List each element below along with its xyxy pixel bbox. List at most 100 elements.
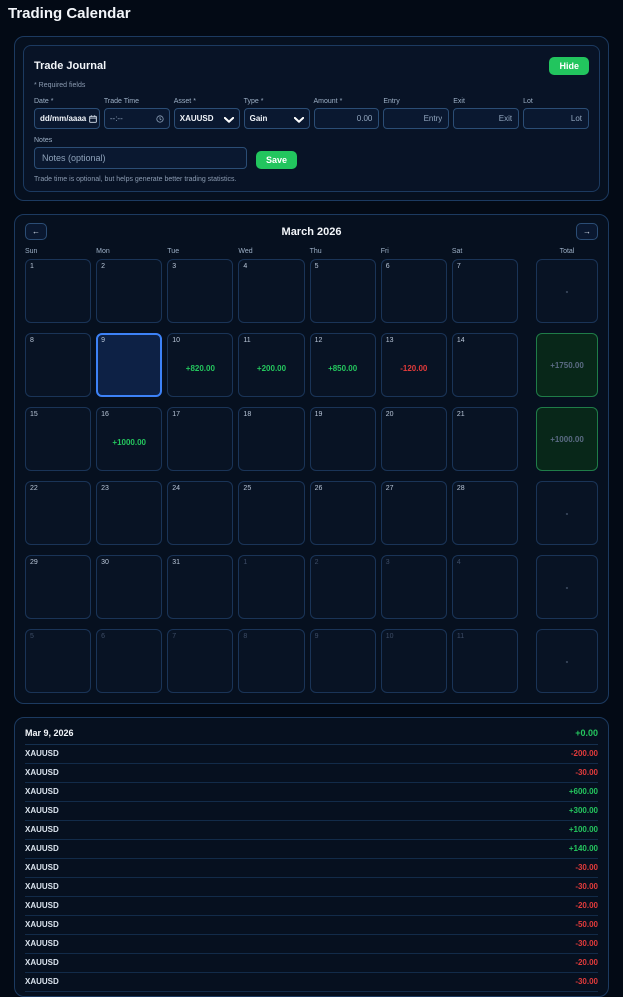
day-trades-panel: Mar 9, 2026 +0.00 XAUUSD -200.00 XAUUSD … — [14, 717, 609, 997]
calendar-day-cell[interactable]: 7 — [451, 259, 518, 323]
calendar-day-cell[interactable]: 8 — [238, 629, 305, 693]
trade-row[interactable]: XAUUSD -30.00 — [25, 973, 598, 992]
calendar-day-cell[interactable]: 6 — [380, 259, 447, 323]
calendar-day-cell[interactable]: 29 — [25, 555, 92, 619]
calendar-day-cell[interactable]: 17 — [167, 407, 234, 471]
day-pnl-value — [315, 566, 371, 615]
calendar-day-cell[interactable]: 19 — [309, 407, 376, 471]
calendar-day-cell[interactable]: 14 — [451, 333, 518, 397]
trade-row[interactable]: XAUUSD -20.00 — [25, 897, 598, 916]
calendar-day-cell[interactable]: 1 — [25, 259, 92, 323]
calendar-day-cell[interactable]: 20 — [380, 407, 447, 471]
calendar-day-cell[interactable]: 26 — [309, 481, 376, 545]
calendar-day-cell[interactable]: 3 — [167, 259, 234, 323]
calendar-day-cell[interactable]: 3 — [380, 555, 447, 619]
amount-field: Amount * — [313, 98, 380, 129]
trade-asset: XAUUSD — [25, 768, 59, 777]
day-pnl-value — [243, 566, 299, 615]
calendar-day-cell[interactable]: 2 — [96, 259, 163, 323]
day-pnl-value — [457, 418, 513, 467]
calendar-day-cell[interactable]: 4 — [238, 259, 305, 323]
calendar-day-cell[interactable]: 7 — [167, 629, 234, 693]
hide-button[interactable]: Hide — [549, 57, 589, 75]
trade-row[interactable]: XAUUSD -200.00 — [25, 745, 598, 764]
trade-row[interactable]: XAUUSD -30.00 — [25, 764, 598, 783]
day-trades-header: Mar 9, 2026 +0.00 — [25, 723, 598, 745]
trade-row[interactable]: XAUUSD -50.00 — [25, 916, 598, 935]
calendar-day-cell[interactable]: 4 — [451, 555, 518, 619]
calendar-day-cell[interactable]: 16 +1000.00 — [96, 407, 163, 471]
calendar-day-cell[interactable]: 1 — [238, 555, 305, 619]
type-select[interactable]: Gain — [243, 108, 310, 129]
lot-input[interactable] — [523, 108, 589, 129]
trade-row[interactable]: XAUUSD -30.00 — [25, 935, 598, 954]
trade-row[interactable]: XAUUSD -30.00 — [25, 878, 598, 897]
clock-icon[interactable] — [156, 110, 164, 128]
entry-field: Entry — [383, 98, 450, 129]
calendar-day-cell[interactable]: 28 — [451, 481, 518, 545]
calendar-day-cell[interactable]: 11 +200.00 — [238, 333, 305, 397]
week-total-value: - — [565, 582, 569, 592]
trade-row[interactable]: XAUUSD +100.00 — [25, 821, 598, 840]
calendar-day-cell[interactable]: 24 — [167, 481, 234, 545]
day-number: 11 — [243, 337, 251, 344]
calendar-day-cell[interactable]: 11 — [451, 629, 518, 693]
week-total-value: +1750.00 — [550, 360, 584, 370]
calendar-day-cell[interactable]: 27 — [380, 481, 447, 545]
required-fields-note: * Required fields — [34, 82, 86, 89]
trade-row[interactable]: XAUUSD +140.00 — [25, 840, 598, 859]
trade-row[interactable]: XAUUSD +300.00 — [25, 802, 598, 821]
day-pnl-value — [386, 566, 442, 615]
calendar-day-cell[interactable]: 9 — [96, 333, 163, 397]
calendar-day-cell[interactable]: 18 — [238, 407, 305, 471]
day-number: 6 — [101, 633, 106, 640]
calendar-day-cell[interactable]: 10 — [380, 629, 447, 693]
calendar-day-cell[interactable]: 21 — [451, 407, 518, 471]
trade-row[interactable]: XAUUSD -30.00 — [25, 859, 598, 878]
calendar-day-cell[interactable]: 30 — [96, 555, 163, 619]
asset-field: Asset * XAUUSD — [173, 98, 240, 129]
day-pnl-value — [172, 492, 228, 541]
calendar-day-cell[interactable]: 6 — [96, 629, 163, 693]
amount-input[interactable] — [313, 108, 380, 129]
calendar-day-cell[interactable]: 31 — [167, 555, 234, 619]
asset-select[interactable]: XAUUSD — [173, 108, 240, 129]
week-total-cell: - — [535, 259, 598, 323]
calendar-day-cell[interactable]: 5 — [309, 259, 376, 323]
trade-row[interactable]: XAUUSD -20.00 — [25, 954, 598, 973]
calendar-day-cell[interactable]: 22 — [25, 481, 92, 545]
calendar-week-row: 22 23 24 25 26 27 28 - — [25, 481, 598, 545]
calendar-day-cell[interactable]: 23 — [96, 481, 163, 545]
calendar-day-cell[interactable]: 5 — [25, 629, 92, 693]
day-pnl-value — [172, 270, 228, 319]
trade-row[interactable]: XAUUSD +600.00 — [25, 783, 598, 802]
selected-day-date: Mar 9, 2026 — [25, 728, 74, 738]
calendar-day-cell[interactable]: 13 -120.00 — [380, 333, 447, 397]
calendar-day-cell[interactable]: 2 — [309, 555, 376, 619]
day-number: 18 — [243, 411, 252, 418]
trade-amount: +100.00 — [568, 825, 598, 834]
trade-time-input[interactable]: --:-- — [103, 108, 170, 129]
prev-month-button[interactable]: ← — [25, 223, 47, 240]
next-month-button[interactable]: → — [576, 223, 598, 240]
selected-day-total: +0.00 — [575, 728, 598, 738]
day-pnl-value — [30, 566, 86, 615]
entry-input[interactable] — [383, 108, 450, 129]
weekday-label-fri: Fri — [380, 248, 389, 255]
calendar-icon[interactable] — [89, 110, 98, 128]
day-number: 16 — [101, 411, 109, 418]
day-number: 13 — [385, 337, 394, 344]
calendar-day-cell[interactable]: 12 +850.00 — [309, 333, 376, 397]
day-pnl-value — [243, 270, 299, 319]
date-input[interactable]: dd/mm/aaaa — [34, 108, 100, 129]
calendar-day-cell[interactable]: 9 — [309, 629, 376, 693]
notes-input[interactable] — [34, 147, 247, 169]
save-button[interactable]: Save — [256, 151, 298, 169]
calendar-day-cell[interactable]: 8 — [25, 333, 92, 397]
exit-input[interactable] — [453, 108, 520, 129]
calendar-day-cell[interactable]: 25 — [238, 481, 305, 545]
calendar-day-cell[interactable]: 15 — [25, 407, 92, 471]
trade-amount: -50.00 — [575, 920, 598, 929]
day-pnl-value — [457, 270, 513, 319]
calendar-day-cell[interactable]: 10 +820.00 — [167, 333, 234, 397]
